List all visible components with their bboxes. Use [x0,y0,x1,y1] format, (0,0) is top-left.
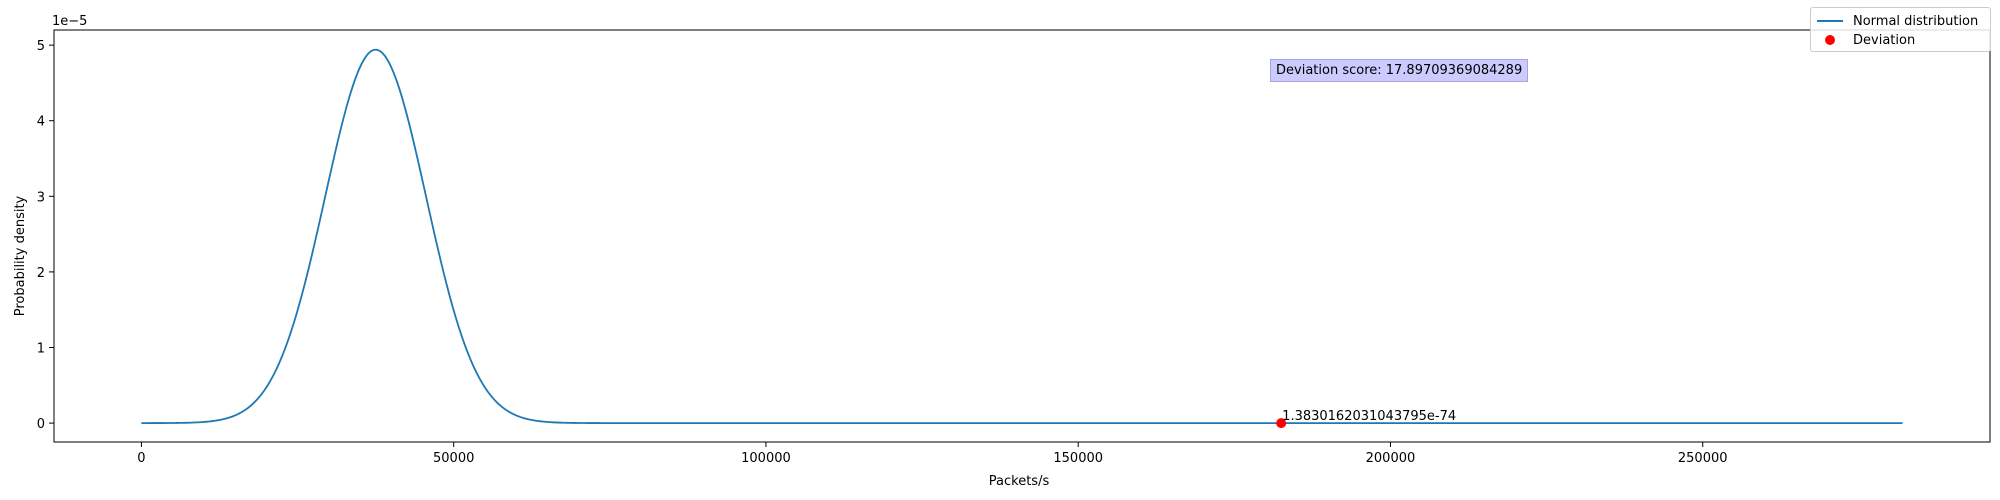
y-offset-label: 1e−5 [52,14,87,29]
deviation-score-box: Deviation score: 17.89709369084289 [1270,59,1529,82]
plot-frame [53,29,1991,443]
legend-item-deviation: Deviation [1817,31,1915,49]
x-tick-label: 100000 [741,451,791,466]
plot-area: 0 50000 100000 150000 200000 250000 0 1 2 3 4 5 1.38… [37,29,1991,466]
y-tick-label: 5 [37,39,45,54]
x-tick-label: 250000 [1678,451,1728,466]
y-tick-label: 0 [37,417,45,432]
y-tick-label: 3 [37,190,45,205]
legend: Normal distribution Deviation [1810,7,1991,52]
x-tick-label: 200000 [1366,451,1416,466]
legend-label-normal: Normal distribution [1853,13,1979,29]
deviation-value-label: 1.3830162031043795e-74 [1282,409,1456,424]
legend-label-deviation: Deviation [1853,32,1916,48]
legend-dot-swatch [1825,35,1835,45]
x-axis-label: Packets/s [989,474,1050,489]
y-axis-label: Probability density [13,195,28,316]
y-tick-label: 4 [37,115,45,130]
x-tick-label: 150000 [1053,451,1103,466]
normal-distribution-line [141,48,1903,424]
y-tick-label: 2 [37,266,45,281]
x-tick-label: 50000 [433,451,474,466]
legend-item-normal: Normal distribution [1817,12,1978,30]
x-tick-label: 0 [137,451,145,466]
deviation-point [1276,418,1287,429]
legend-line-swatch [1817,20,1843,22]
y-tick-label: 1 [37,342,45,357]
